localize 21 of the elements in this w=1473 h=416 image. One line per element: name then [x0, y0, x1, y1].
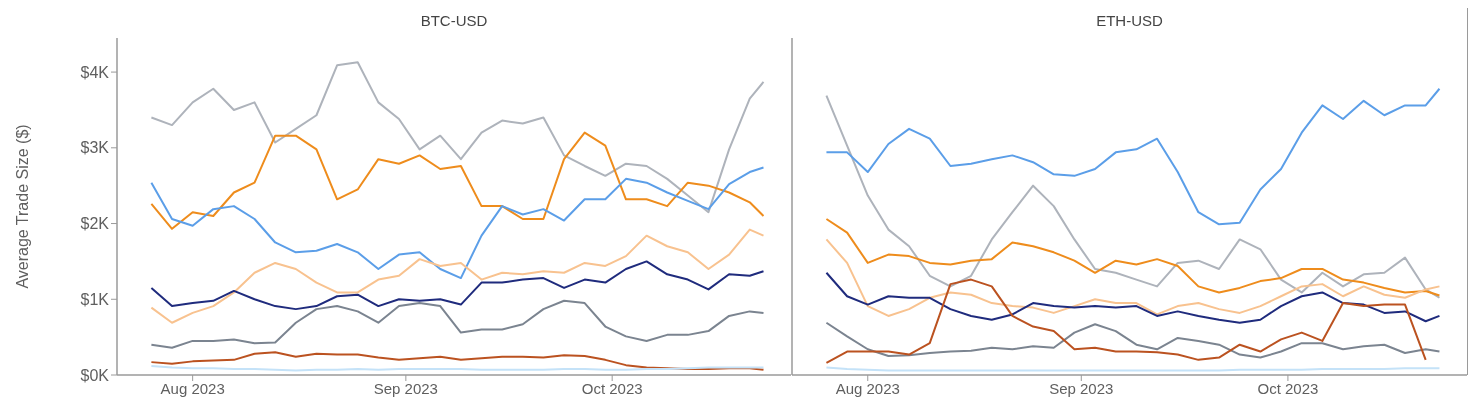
y-axis-title: Average Trade Size ($) [13, 124, 31, 289]
chart-title: BTC-USD [419, 11, 489, 31]
line-series [150, 260, 765, 311]
y-tick-label: $1K [80, 290, 110, 308]
x-tick-label: Oct 2023 [581, 379, 643, 397]
y-tick-label: $3K [80, 139, 110, 157]
line-series [150, 299, 765, 349]
line-series [150, 351, 765, 371]
y-tick-label: $2K [80, 215, 110, 233]
x-tick-label: Oct 2023 [1257, 379, 1319, 397]
x-tick-label: Sep 2023 [1049, 379, 1114, 397]
line-series [150, 131, 765, 230]
line-series [150, 61, 765, 214]
line-series [150, 166, 765, 280]
x-tick-label: Sep 2023 [373, 379, 438, 397]
chart-title: ETH-USD [1095, 11, 1164, 31]
y-tick-label: $4K [80, 63, 110, 81]
line-series [150, 228, 765, 324]
x-tick-label: Aug 2023 [160, 379, 225, 397]
x-tick-label: Aug 2023 [835, 379, 900, 397]
y-tick-label: $0K [80, 366, 110, 384]
